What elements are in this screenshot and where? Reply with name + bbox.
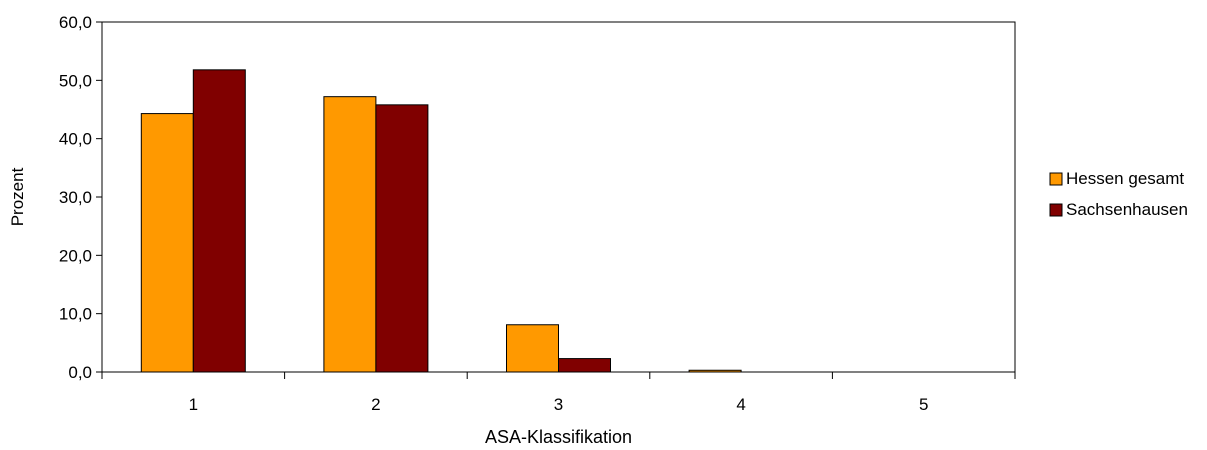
legend-swatch bbox=[1049, 172, 1063, 186]
legend: Hessen gesamt Sachsenhausen bbox=[1049, 169, 1188, 219]
bars-layer bbox=[140, 69, 742, 373]
bar-sachsenhausen-3 bbox=[558, 358, 611, 373]
axes: 0,0 10,0 20,0 30,0 40,0 50,0 60,0 1 2 3 4 5 bbox=[59, 13, 1016, 414]
y-tick-label: 20,0 bbox=[59, 246, 92, 265]
x-tick-label: 2 bbox=[371, 395, 380, 414]
bar-hessen-gesamt-2 bbox=[323, 96, 377, 373]
y-axis-title: Prozent bbox=[8, 167, 27, 226]
bar-hessen-gesamt-3 bbox=[506, 324, 559, 373]
x-tick-label: 5 bbox=[919, 395, 928, 414]
y-tick-label: 50,0 bbox=[59, 71, 92, 90]
x-axis-title: ASA-Klassifikation bbox=[485, 427, 632, 445]
legend-label: Sachsenhausen bbox=[1066, 200, 1188, 219]
bar-sachsenhausen-1 bbox=[192, 69, 246, 373]
legend-label: Hessen gesamt bbox=[1066, 169, 1184, 188]
y-tick-label: 30,0 bbox=[59, 188, 92, 207]
x-tick-label: 3 bbox=[554, 395, 563, 414]
legend-swatch bbox=[1049, 203, 1063, 217]
x-tick-label: 1 bbox=[189, 395, 198, 414]
y-tick-label: 60,0 bbox=[59, 13, 92, 32]
y-tick-label: 0,0 bbox=[68, 363, 92, 382]
y-tick-label: 10,0 bbox=[59, 305, 92, 324]
x-tick-label: 4 bbox=[736, 395, 745, 414]
bar-sachsenhausen-2 bbox=[375, 104, 429, 373]
bar-hessen-gesamt-1 bbox=[140, 113, 194, 373]
y-tick-label: 40,0 bbox=[59, 130, 92, 149]
